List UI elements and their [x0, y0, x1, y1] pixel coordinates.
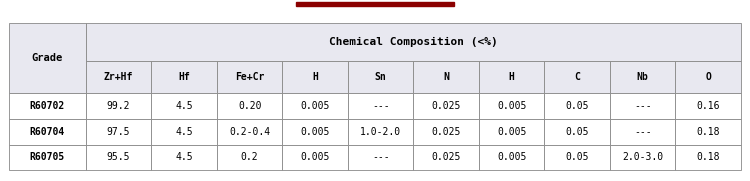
Text: 0.005: 0.005 [497, 152, 526, 162]
Bar [86, 145, 152, 170]
Bar [152, 61, 217, 93]
Bar [217, 145, 283, 170]
Text: Zr+Hf: Zr+Hf [104, 72, 134, 82]
Text: Hf: Hf [178, 72, 190, 82]
Text: 0.16: 0.16 [697, 101, 720, 111]
Text: H: H [509, 72, 515, 82]
Bar [86, 119, 152, 145]
Bar [217, 93, 283, 119]
Bar [9, 145, 86, 170]
Bar [413, 93, 479, 119]
Bar [610, 145, 676, 170]
Bar [217, 61, 283, 93]
Text: 1.0-2.0: 1.0-2.0 [360, 127, 401, 137]
Bar [610, 93, 676, 119]
Text: Nb: Nb [637, 72, 649, 82]
Bar [544, 61, 610, 93]
Text: C: C [574, 72, 580, 82]
Text: O: O [705, 72, 711, 82]
Text: 97.5: 97.5 [106, 127, 130, 137]
Text: 0.05: 0.05 [566, 127, 589, 137]
Text: 95.5: 95.5 [106, 152, 130, 162]
Bar [610, 119, 676, 145]
Text: 0.2-0.4: 0.2-0.4 [229, 127, 270, 137]
Bar [348, 119, 413, 145]
Bar [283, 93, 348, 119]
Text: Grade: Grade [32, 53, 63, 63]
Text: 2.0-3.0: 2.0-3.0 [622, 152, 663, 162]
Bar [86, 61, 152, 93]
Text: ---: --- [372, 152, 389, 162]
Bar [676, 61, 741, 93]
Text: 0.005: 0.005 [301, 152, 330, 162]
Bar [676, 119, 741, 145]
Bar [9, 119, 86, 145]
Text: R60704: R60704 [30, 127, 65, 137]
Bar [413, 145, 479, 170]
Text: 0.2: 0.2 [241, 152, 259, 162]
Bar [283, 119, 348, 145]
Bar [9, 93, 86, 119]
Text: 4.5: 4.5 [176, 127, 193, 137]
Text: 0.05: 0.05 [566, 152, 589, 162]
Text: Fe+Cr: Fe+Cr [235, 72, 264, 82]
Bar [152, 145, 217, 170]
Text: 0.18: 0.18 [697, 152, 720, 162]
Text: 0.005: 0.005 [497, 101, 526, 111]
Text: 0.025: 0.025 [431, 127, 460, 137]
Bar [479, 61, 544, 93]
Bar [479, 93, 544, 119]
Bar [283, 145, 348, 170]
Text: 4.5: 4.5 [176, 152, 193, 162]
Bar [676, 145, 741, 170]
Bar [479, 145, 544, 170]
Bar [283, 61, 348, 93]
Bar [544, 119, 610, 145]
Bar [86, 93, 152, 119]
Text: 0.005: 0.005 [301, 101, 330, 111]
Text: 0.005: 0.005 [301, 127, 330, 137]
Text: ---: --- [372, 101, 389, 111]
Bar [544, 93, 610, 119]
Text: Chemical Composition (<%): Chemical Composition (<%) [329, 37, 498, 47]
Text: ---: --- [634, 101, 652, 111]
Bar [413, 119, 479, 145]
Bar [217, 119, 283, 145]
Bar [610, 61, 676, 93]
Text: 0.025: 0.025 [431, 152, 460, 162]
Text: ---: --- [634, 127, 652, 137]
Bar [348, 93, 413, 119]
Text: 0.025: 0.025 [431, 101, 460, 111]
Bar [9, 23, 86, 93]
Text: 0.20: 0.20 [238, 101, 262, 111]
Bar [152, 119, 217, 145]
Bar [676, 93, 741, 119]
Text: 0.18: 0.18 [697, 127, 720, 137]
Text: N: N [443, 72, 449, 82]
Bar [413, 61, 479, 93]
Bar [152, 93, 217, 119]
Bar [86, 23, 741, 61]
Text: 0.005: 0.005 [497, 127, 526, 137]
Text: Sn: Sn [375, 72, 386, 82]
Bar [479, 119, 544, 145]
Bar [348, 61, 413, 93]
Text: 4.5: 4.5 [176, 101, 193, 111]
Text: 0.05: 0.05 [566, 101, 589, 111]
Text: R60705: R60705 [30, 152, 65, 162]
Text: 99.2: 99.2 [106, 101, 130, 111]
Bar [544, 145, 610, 170]
Bar [296, 2, 454, 6]
Text: R60702: R60702 [30, 101, 65, 111]
Bar [348, 145, 413, 170]
Text: H: H [312, 72, 318, 82]
